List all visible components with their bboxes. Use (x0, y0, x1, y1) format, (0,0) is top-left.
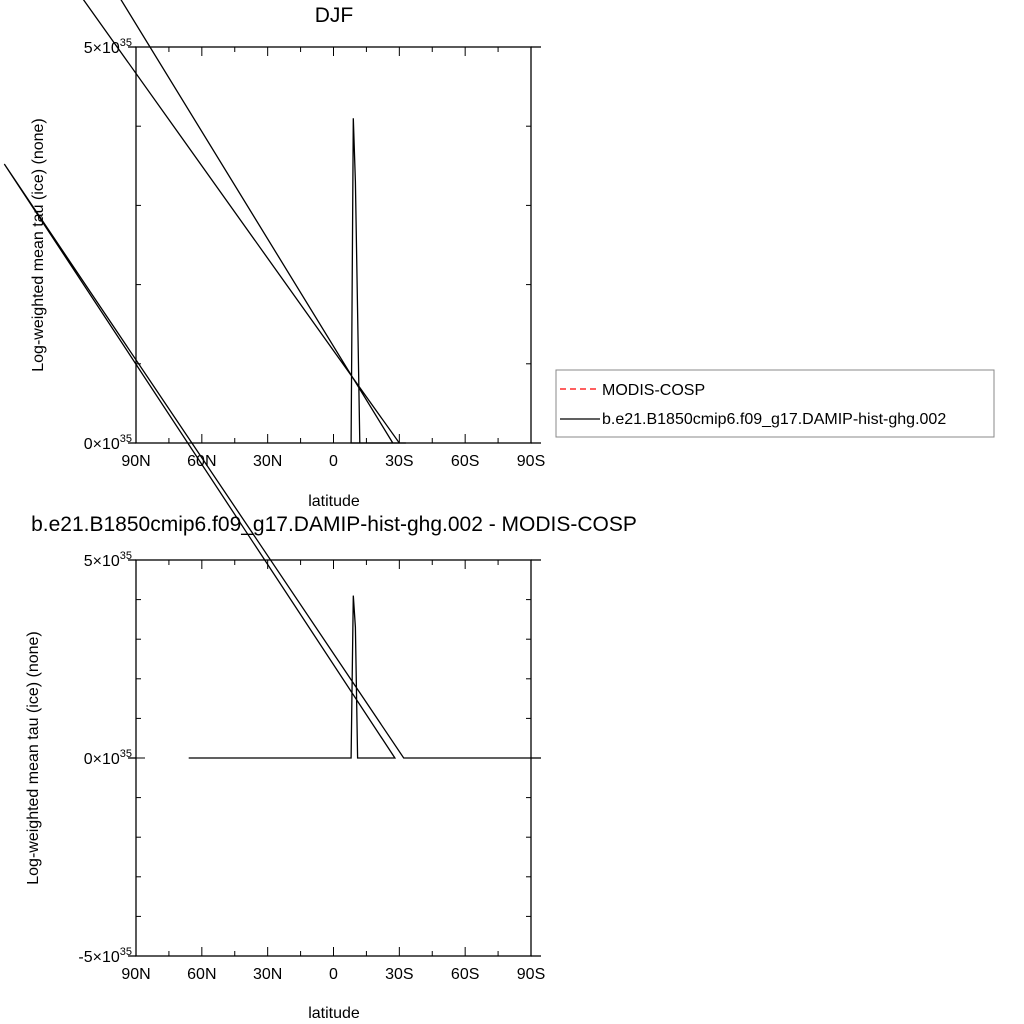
y-tick-label: 0×1035 (84, 433, 132, 453)
chart-1-tick-marks (128, 46, 541, 444)
chart-2-x-axis-label: latitude (308, 1005, 360, 1022)
x-tick-label: 60N (187, 453, 216, 470)
series-line-chart2-0 (3, 163, 531, 759)
chart-panel-1: DJF 90N 60N 30N 0 30S 60S 90S 0×1035 5×1035 lat… (30, 4, 545, 510)
chart-panel-2: b.e21.B1850cmip6.f09_g17.DAMIP-hist-ghg.… (25, 513, 637, 1022)
y-tick-label: 5×1035 (84, 550, 132, 570)
y-tick-label: 0×1035 (84, 748, 132, 768)
x-tick-label: 90N (121, 966, 150, 983)
series-layer (3, 0, 531, 759)
chart-1-title: DJF (315, 4, 354, 27)
x-tick-label: 30N (253, 966, 282, 983)
chart-2-y-axis-label: Log-weighted mean tau (ice) (none) (25, 631, 42, 884)
legend-box (555, 369, 995, 438)
chart-1-x-axis-label: latitude (308, 493, 360, 510)
chart-1-x-tick-labels: 90N 60N 30N 0 30S 60S 90S (121, 453, 545, 470)
chart-2-title: b.e21.B1850cmip6.f09_g17.DAMIP-hist-ghg.… (31, 513, 637, 536)
y-tick-label: 5×1035 (84, 37, 132, 57)
x-tick-label: 30N (253, 453, 282, 470)
chart-1-y-tick-labels: 0×1035 5×1035 (84, 37, 132, 453)
chart-1-plot-frame (135, 46, 532, 444)
x-tick-label: 90N (121, 453, 150, 470)
chart-2-x-tick-labels: 90N 60N 30N 0 30S 60S 90S (121, 966, 545, 983)
x-tick-label: 60S (451, 453, 479, 470)
x-tick-label: 90S (517, 453, 545, 470)
series-line-chart1-1 (82, 0, 406, 444)
legend-label-model: b.e21.B1850cmip6.f09_g17.DAMIP-hist-ghg.… (602, 411, 946, 428)
legend: MODIS-COSP b.e21.B1850cmip6.f09_g17.DAMI… (555, 369, 995, 438)
x-tick-label: 30S (385, 966, 413, 983)
x-tick-label: 30S (385, 453, 413, 470)
chart-2-tick-marks (128, 559, 541, 957)
x-tick-label: 90S (517, 966, 545, 983)
x-tick-label: 0 (329, 453, 338, 470)
legend-label-modis-cosp: MODIS-COSP (602, 382, 705, 399)
x-tick-label: 60S (451, 966, 479, 983)
y-tick-label: -5×1035 (78, 946, 132, 966)
x-tick-label: 60N (187, 966, 216, 983)
x-tick-label: 0 (329, 966, 338, 983)
chart-1-y-axis-label: Log-weighted mean tau (ice) (none) (30, 118, 47, 371)
chart-2-y-tick-labels: -5×1035 0×1035 5×1035 (78, 550, 132, 966)
